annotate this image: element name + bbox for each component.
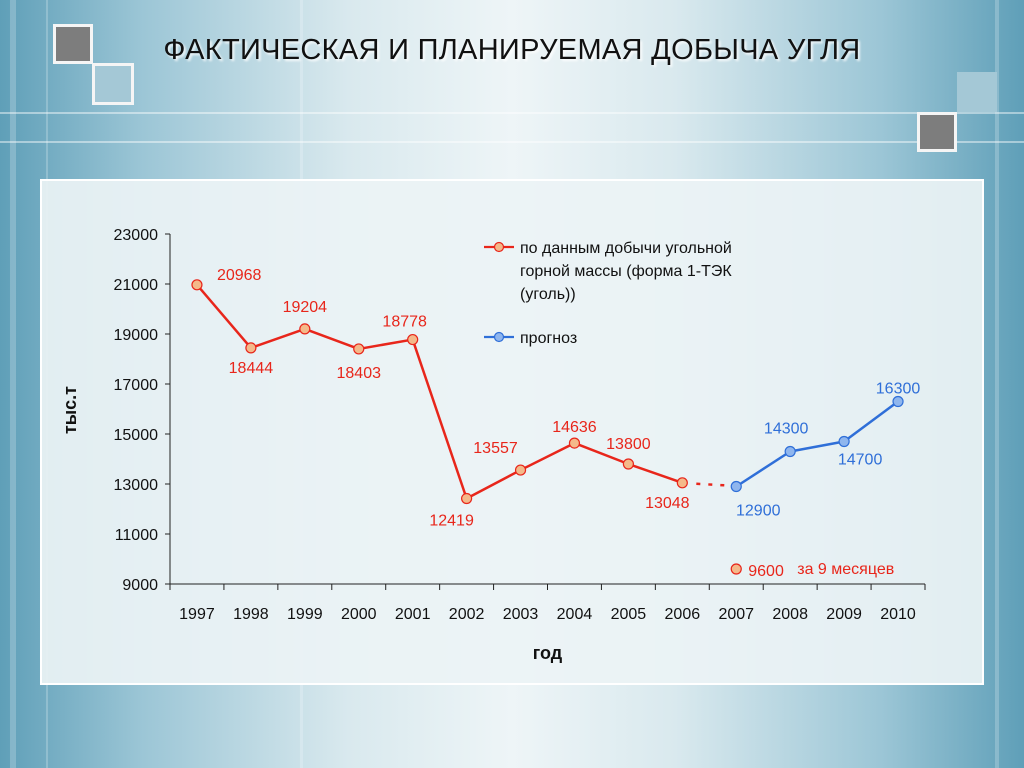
- data-label-actual: 18778: [382, 314, 427, 331]
- x-tick-label: 2009: [826, 606, 862, 623]
- data-label-forecast: 12900: [736, 503, 781, 520]
- legend-forecast-marker: [493, 331, 505, 343]
- point-forecast: [892, 395, 904, 408]
- series-forecast-line: [735, 400, 899, 488]
- bg-streak: [10, 0, 16, 768]
- y-tick-label: 23000: [114, 227, 159, 244]
- data-label-forecast: 14300: [764, 421, 809, 438]
- point-actual: [568, 437, 581, 449]
- point-forecast: [838, 435, 850, 448]
- x-tick-label: 1999: [287, 606, 323, 623]
- x-tick-label: 1997: [179, 606, 215, 623]
- data-label-forecast: 14700: [838, 452, 883, 469]
- legend-actual-label: горной массы (форма 1-ТЭК: [520, 263, 732, 280]
- legend-actual-marker: [493, 241, 505, 253]
- data-label-actual: 12419: [429, 513, 474, 530]
- x-tick-label: 2004: [557, 606, 593, 623]
- bg-streak: [995, 0, 999, 768]
- point-forecast: [784, 445, 796, 458]
- y-tick-label: 15000: [114, 427, 159, 444]
- point-actual: [461, 492, 473, 505]
- point-actual: [353, 343, 365, 355]
- point-actual: [299, 323, 311, 335]
- x-tick-label: 2008: [772, 606, 808, 623]
- deco-square-dark: [53, 24, 93, 64]
- data-label-actual: 18403: [337, 365, 382, 382]
- bg-line: [0, 112, 1024, 114]
- point-actual: [407, 333, 419, 346]
- data-label-actual: 18444: [229, 360, 274, 377]
- point-actual: [676, 477, 688, 489]
- point-actual: [245, 342, 257, 354]
- x-tick-label: 2006: [665, 606, 701, 623]
- data-label-actual: 13048: [645, 495, 690, 512]
- x-tick-label: 2005: [611, 606, 647, 623]
- point-actual: [514, 464, 527, 476]
- data-label-actual: 20968: [217, 267, 262, 284]
- y-tick-label: 19000: [114, 327, 159, 344]
- y-tick-label: 17000: [114, 377, 159, 394]
- x-tick-label: 2007: [718, 606, 754, 623]
- deco-square-light: [957, 72, 997, 112]
- x-tick-label: 1998: [233, 606, 269, 623]
- data-label-actual: 14636: [552, 419, 597, 436]
- x-tick-label: 2000: [341, 606, 377, 623]
- point-actual: [191, 279, 203, 291]
- data-label-actual: 13557: [473, 440, 518, 457]
- series-connector-dashed: [696, 482, 729, 487]
- x-tick-label: 2003: [503, 606, 539, 623]
- x-tick-label: 2010: [880, 606, 916, 623]
- y-tick-label: 21000: [114, 277, 159, 294]
- y-tick-label: 13000: [114, 477, 159, 494]
- page-title: ФАКТИЧЕСКАЯ И ПЛАНИРУЕМАЯ ДОБЫЧА УГЛЯ: [163, 34, 861, 66]
- chart-panel: [40, 179, 984, 685]
- y-tick-label: 9000: [122, 577, 158, 594]
- point-forecast: [730, 480, 742, 493]
- annotation-point: [730, 563, 742, 575]
- annotation-value: 9600: [748, 563, 784, 580]
- x-axis-title: год: [533, 643, 563, 663]
- data-label-forecast: 16300: [876, 381, 921, 398]
- x-tick-label: 2002: [449, 606, 485, 623]
- x-tick-label: 2001: [395, 606, 431, 623]
- point-actual: [622, 458, 634, 470]
- y-tick-label: 11000: [115, 527, 158, 544]
- legend-actual-label: по данным добычи угольной: [520, 240, 732, 257]
- legend-actual-label: (уголь)): [520, 286, 576, 303]
- deco-square-dark: [917, 112, 957, 152]
- deco-square-light: [92, 63, 134, 105]
- annotation-note: за 9 месяцев: [797, 561, 894, 578]
- bg-line: [0, 141, 1024, 143]
- y-axis-title: тыс.т: [60, 386, 80, 434]
- data-label-actual: 13800: [606, 436, 651, 453]
- data-label-actual: 19204: [283, 299, 328, 316]
- series-actual-line: [196, 283, 683, 500]
- legend-forecast-label: прогноз: [520, 330, 577, 347]
